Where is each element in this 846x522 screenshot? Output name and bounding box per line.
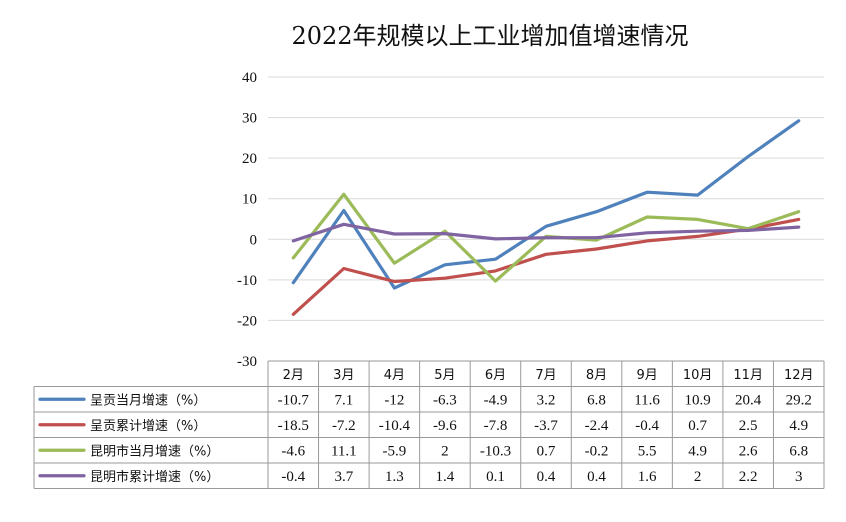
series-line [291, 217, 801, 316]
y-tick-label: -20 [237, 313, 257, 329]
data-table-cell: 11.6 [634, 392, 660, 408]
y-tick-label: 0 [250, 232, 258, 248]
data-table-cell: 2.5 [739, 418, 758, 434]
data-table-cell: -5.9 [382, 443, 406, 459]
data-table-cell: 0.7 [688, 418, 707, 434]
data-table-cell: 3 [795, 469, 803, 485]
data-table-cell: -4.6 [281, 443, 305, 459]
y-tick-label: -10 [237, 273, 257, 289]
data-table-cell: -4.9 [484, 392, 508, 408]
series-line [291, 222, 801, 243]
x-category-label: 10月 [683, 368, 713, 383]
data-table-cell: -0.2 [585, 443, 609, 459]
data-table-cell: 10.9 [685, 392, 711, 408]
data-table-cell: 1.4 [436, 469, 455, 485]
data-table-cell: -9.6 [433, 418, 457, 434]
data-table-cell: -10.4 [379, 418, 411, 434]
data-table-cell: 6.8 [587, 392, 606, 408]
data-table-cell: 6.8 [789, 443, 808, 459]
y-tick-label: 40 [242, 70, 257, 86]
data-table-cell: -7.2 [332, 418, 356, 434]
x-category-label: 2月 [283, 368, 304, 383]
data-table-cell: 2 [441, 443, 449, 459]
data-table-cell: -3.7 [534, 418, 558, 434]
data-table-cell: 4.9 [688, 443, 707, 459]
data-table-cell: 7.1 [334, 392, 353, 408]
x-category-label: 4月 [384, 368, 405, 383]
data-table-cell: 1.6 [638, 469, 657, 485]
data-table-cell: -7.8 [484, 418, 508, 434]
data-table-cell: 0.4 [587, 469, 606, 485]
data-table-cell: -0.4 [635, 418, 659, 434]
series-lines [291, 119, 801, 316]
data-table-cell: 2 [694, 469, 702, 485]
gridlines [268, 76, 824, 362]
x-category-label: 3月 [333, 368, 354, 383]
data-table-cell: 20.4 [735, 392, 762, 408]
x-category-label: 11月 [733, 368, 763, 383]
x-category-label: 8月 [586, 368, 607, 383]
legend-label: 呈贡累计增速（%） [90, 419, 206, 434]
data-table-cell: -10.3 [480, 443, 511, 459]
data-table-cell: -0.4 [281, 469, 305, 485]
y-tick-label: -30 [237, 354, 257, 370]
data-table-cell: 0.7 [537, 443, 556, 459]
x-category-label: 6月 [485, 368, 506, 383]
data-table-cell: 2.6 [739, 443, 758, 459]
data-table-cell: -18.5 [278, 418, 309, 434]
data-table-cell: 5.5 [638, 443, 657, 459]
data-table-cell: -12 [384, 392, 404, 408]
data-table-cell: -10.7 [278, 392, 310, 408]
legend-label: 呈贡当月增速（%） [90, 393, 206, 408]
data-table-cell: 3.2 [537, 392, 556, 408]
y-axis-ticks: 40 30 20 10 0 -10 -20 -30 [237, 70, 257, 370]
data-table-cell: 4.9 [789, 418, 808, 434]
y-tick-label: 10 [242, 192, 257, 208]
y-tick-label: 20 [242, 151, 257, 167]
data-table-cell: 0.1 [486, 469, 505, 485]
y-tick-label: 30 [242, 111, 257, 127]
x-category-label: 5月 [434, 368, 455, 383]
legend-label: 昆明市当月增速（%） [90, 443, 219, 459]
data-table-cell: 0.4 [537, 469, 556, 485]
data-table-cell: 1.3 [385, 469, 404, 485]
chart-title: 2022年规模以上工业增加值增速情况 [291, 22, 688, 50]
x-category-label: 7月 [535, 368, 556, 383]
data-table-cell: 2.2 [739, 469, 758, 485]
x-category-label: 9月 [636, 368, 657, 383]
x-category-label: 12月 [784, 368, 814, 383]
data-table-cell: -6.3 [433, 392, 457, 408]
data-table-cell: -2.4 [585, 418, 609, 434]
legend-label: 昆明市累计增速（%） [90, 469, 219, 485]
data-table-cell: 29.2 [786, 392, 812, 408]
series-line [291, 119, 801, 290]
data-table-cell: 3.7 [334, 469, 353, 485]
data-table-cell: 11.1 [331, 443, 357, 459]
